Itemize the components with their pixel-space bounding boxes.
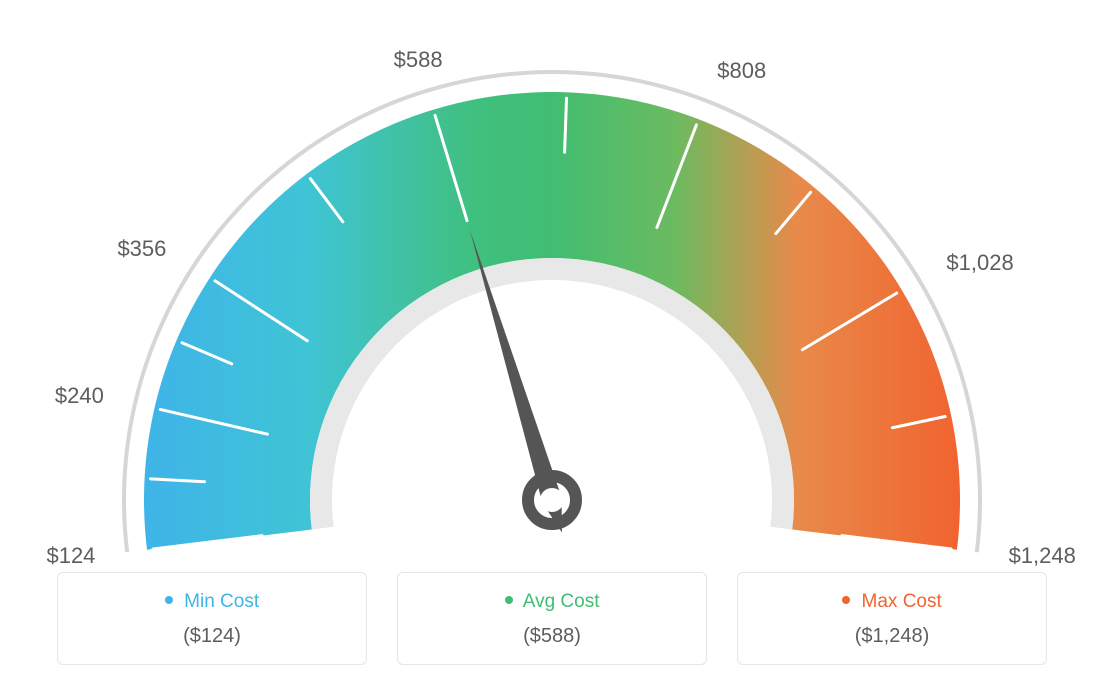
legend-value-avg: ($588) [408,625,696,648]
legend-value-max: ($1,248) [748,625,1036,648]
legend-label-min: Min Cost [68,591,356,613]
tick-label: $808 [717,58,766,84]
tick-label: $240 [55,383,104,409]
legend-label-text: Avg Cost [523,591,600,612]
legend-card-min: Min Cost ($124) [57,572,367,665]
gauge-chart-container: $124 $240 $356 $588 $808 $1,028 $1,248 Min Cos… [0,0,1104,690]
dot-icon [842,596,850,604]
tick-label: $588 [394,47,443,73]
tick-label: $1,028 [946,250,1013,276]
tick-label: $356 [117,236,166,262]
dot-icon [505,596,513,604]
tick-label: $1,248 [1009,543,1076,569]
legend-row: Min Cost ($124) Avg Cost ($588) Max Cost… [50,572,1054,665]
gauge-svg [0,0,1104,560]
legend-card-max: Max Cost ($1,248) [737,572,1047,665]
legend-card-avg: Avg Cost ($588) [397,572,707,665]
legend-label-text: Min Cost [184,591,259,612]
legend-label-avg: Avg Cost [408,591,696,613]
legend-label-max: Max Cost [748,591,1036,613]
gauge-area: $124$240$356$588$808$1,028$1,248 [0,0,1104,560]
dot-icon [165,596,173,604]
tick-label: $124 [46,543,95,569]
legend-label-text: Max Cost [862,591,942,612]
legend-value-min: ($124) [68,625,356,648]
